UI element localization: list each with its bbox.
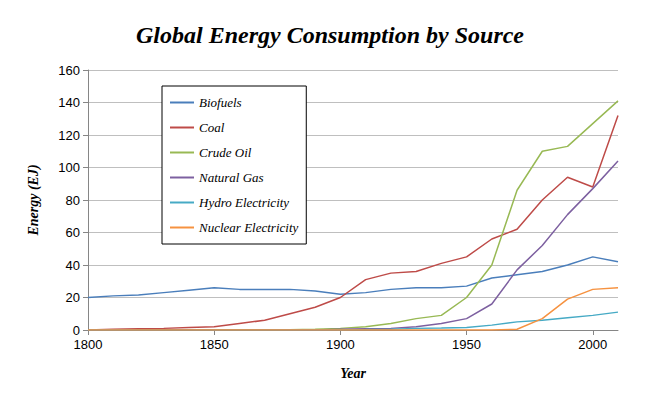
svg-text:Energy (EJ): Energy (EJ)	[26, 164, 42, 236]
svg-text:Biofuels: Biofuels	[199, 95, 242, 110]
svg-text:120: 120	[58, 128, 80, 143]
svg-text:1950: 1950	[452, 337, 481, 352]
svg-text:Nuclear Electricity: Nuclear Electricity	[198, 220, 299, 235]
svg-text:Coal: Coal	[199, 120, 225, 135]
svg-text:60: 60	[66, 225, 80, 240]
svg-text:20: 20	[66, 290, 80, 305]
svg-text:80: 80	[66, 193, 80, 208]
svg-text:Year: Year	[340, 366, 366, 381]
svg-text:Crude Oil: Crude Oil	[199, 145, 252, 160]
svg-text:160: 160	[58, 63, 80, 78]
svg-text:100: 100	[58, 160, 80, 175]
svg-text:Natural Gas: Natural Gas	[198, 170, 264, 185]
svg-text:2000: 2000	[578, 337, 607, 352]
svg-text:Global Energy Consumption by S: Global Energy Consumption by Source	[136, 22, 524, 48]
svg-text:Hydro Electricity: Hydro Electricity	[198, 195, 289, 210]
svg-text:140: 140	[58, 95, 80, 110]
svg-text:40: 40	[66, 258, 80, 273]
svg-text:1800: 1800	[74, 337, 103, 352]
svg-text:0: 0	[73, 323, 80, 338]
svg-text:1850: 1850	[200, 337, 229, 352]
svg-text:1900: 1900	[326, 337, 355, 352]
